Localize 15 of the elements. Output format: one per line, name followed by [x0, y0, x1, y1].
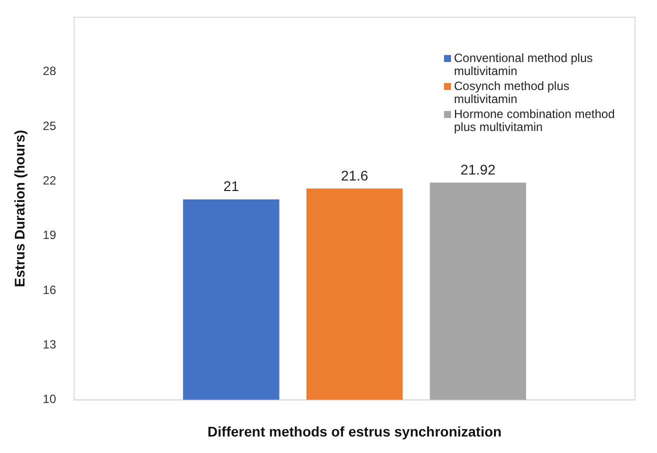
data-label: 21.6	[340, 167, 368, 184]
y-tick-label: 13	[42, 337, 56, 352]
y-tick-label: 10	[42, 392, 56, 406]
y-tick-label: 22	[42, 173, 56, 188]
y-tick-label: 16	[42, 282, 56, 297]
y-axis-title: Estrus Duration (hours)	[11, 130, 28, 288]
data-label: 21	[223, 178, 240, 194]
data-label: 21.92	[460, 161, 496, 178]
x-axis-title: Different methods of estrus synchronization	[208, 423, 502, 440]
legend-label: Conventional method plus multivitamin	[454, 51, 594, 78]
legend-label: Cosynch method plus multivitamin	[454, 79, 570, 106]
y-tick-label: 19	[42, 228, 56, 242]
legend-label: Hormone combination method plus multivitamin	[454, 107, 616, 134]
y-tick-label: 25	[42, 118, 56, 133]
y-tick-label: 28	[42, 64, 56, 78]
